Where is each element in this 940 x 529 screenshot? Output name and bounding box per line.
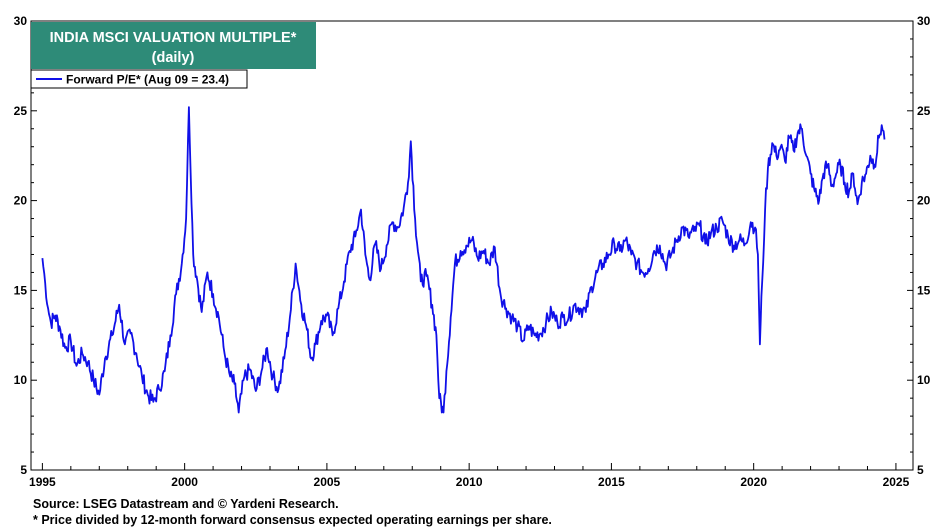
y-tick-label-right: 25 <box>917 104 931 118</box>
y-tick-label-left: 30 <box>14 14 28 28</box>
x-tick-label: 2000 <box>171 475 198 489</box>
title-background <box>31 22 316 69</box>
axis-ticks <box>31 20 913 471</box>
plot-frame <box>30 20 914 471</box>
y-tick-label-left: 10 <box>14 373 28 387</box>
y-tick-label-right: 30 <box>917 14 931 28</box>
y-tick-label-left: 25 <box>14 104 28 118</box>
legend-box <box>30 69 248 89</box>
legend: Forward P/E* (Aug 09 = 23.4) <box>30 69 248 89</box>
x-tick-label: 2025 <box>883 475 910 489</box>
footnote: * Price divided by 12-month forward cons… <box>33 513 552 527</box>
y-tick-label-left: 5 <box>20 463 27 477</box>
y-tick-label-left: 20 <box>14 194 28 208</box>
y-tick-label-left: 15 <box>14 283 28 297</box>
x-tick-label: 2005 <box>314 475 341 489</box>
source-note: Source: LSEG Datastream and © Yardeni Re… <box>33 497 339 511</box>
chart-title: INDIA MSCI VALUATION MULTIPLE* <box>50 30 297 46</box>
legend-label: Forward P/E* (Aug 09 = 23.4) <box>66 73 229 87</box>
y-tick-label-right: 5 <box>917 463 924 477</box>
y-tick-label-right: 20 <box>917 194 931 208</box>
y-tick-label-right: 10 <box>917 373 931 387</box>
x-tick-label: 2020 <box>740 475 767 489</box>
x-tick-label: 2015 <box>598 475 625 489</box>
title-box: INDIA MSCI VALUATION MULTIPLE* (daily) <box>31 22 316 69</box>
series-line-forward-pe <box>41 106 886 414</box>
chart-subtitle: (daily) <box>152 50 195 66</box>
x-tick-label: 2010 <box>456 475 483 489</box>
y-tick-label-right: 15 <box>917 283 931 297</box>
x-tick-label: 1995 <box>29 475 56 489</box>
